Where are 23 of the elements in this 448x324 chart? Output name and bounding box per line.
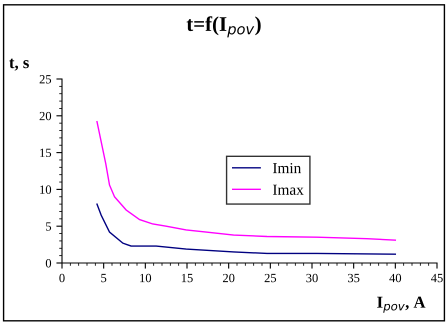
y-tick-label: 5: [46, 222, 52, 231]
y-tick-label: 0: [46, 259, 52, 268]
y-tick-label: 15: [40, 148, 52, 158]
x-tick-label: 25: [264, 274, 276, 282]
x-tick-label: 40: [389, 274, 402, 282]
x-tick-label: 5: [101, 274, 106, 282]
line-series: [96, 120, 396, 241]
legend-label: Imin: [272, 163, 302, 174]
x-tick-label: 30: [306, 274, 318, 282]
x-tick-label: 45: [430, 274, 443, 282]
legend-label: Imax: [272, 184, 304, 195]
x-tick-label: 35: [348, 274, 360, 282]
line-series: [96, 203, 396, 255]
y-tick-label: 10: [40, 185, 52, 194]
x-tick-label: 10: [140, 274, 152, 282]
y-axis-title: t, s: [9, 58, 29, 71]
x-tick-label: 20: [222, 274, 234, 282]
chart-title: t=f(I$_{pov}$): [186, 16, 261, 38]
x-tick-label: 0: [59, 274, 65, 282]
x-tick-label: 15: [182, 274, 193, 282]
x-axis-title: I$_{pov}$, A: [377, 296, 426, 313]
y-tick-label: 20: [40, 112, 52, 120]
y-tick-label: 25: [40, 75, 52, 84]
